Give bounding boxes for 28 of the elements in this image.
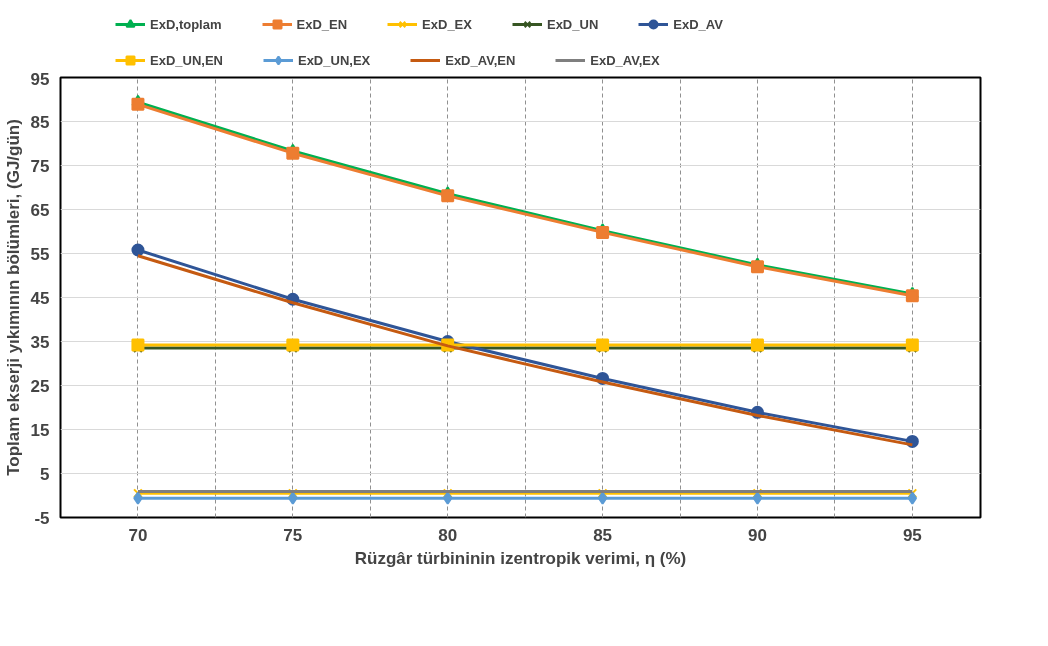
legend-label: ExD_AV,EN	[445, 52, 516, 68]
legend-label: ExD_EX	[422, 16, 472, 32]
legend-label: ExD_UN,EX	[297, 52, 371, 68]
legend-label: ExD_UN	[546, 16, 599, 32]
legend-label: ExD_AV	[673, 16, 723, 32]
y-tick-label: 85	[30, 112, 50, 132]
y-axis-title: Toplam ekserji yıkımının bölümleri, (GJ/gün)	[3, 119, 23, 476]
y-tick-label: 75	[30, 156, 50, 176]
y-tick-label: 15	[30, 420, 50, 440]
legend-label: ExD_UN,EN	[150, 52, 223, 68]
x-tick-label: 75	[283, 525, 303, 545]
x-tick-label: 90	[748, 525, 767, 545]
x-tick-label: 70	[128, 525, 148, 545]
legend-label: ExD_AV,EX	[590, 52, 660, 68]
y-tick-label: 25	[30, 376, 50, 396]
legend-label: ExD_EN	[296, 16, 348, 32]
y-tick-label: 55	[30, 244, 50, 264]
y-tick-label: -5	[34, 508, 50, 528]
legend-label: ExD,toplam	[150, 16, 222, 32]
x-tick-label: 80	[438, 525, 458, 545]
y-tick-label: 5	[40, 464, 50, 484]
x-axis-title: Rüzgâr türbininin izentropik verimi, η (%)	[354, 548, 687, 568]
x-tick-label: 95	[902, 525, 922, 545]
y-tick-label: 45	[30, 288, 50, 308]
x-tick-label: 85	[593, 525, 613, 545]
y-tick-label: 35	[30, 332, 50, 352]
y-tick-label: 95	[30, 69, 50, 89]
y-tick-label: 65	[30, 200, 50, 220]
